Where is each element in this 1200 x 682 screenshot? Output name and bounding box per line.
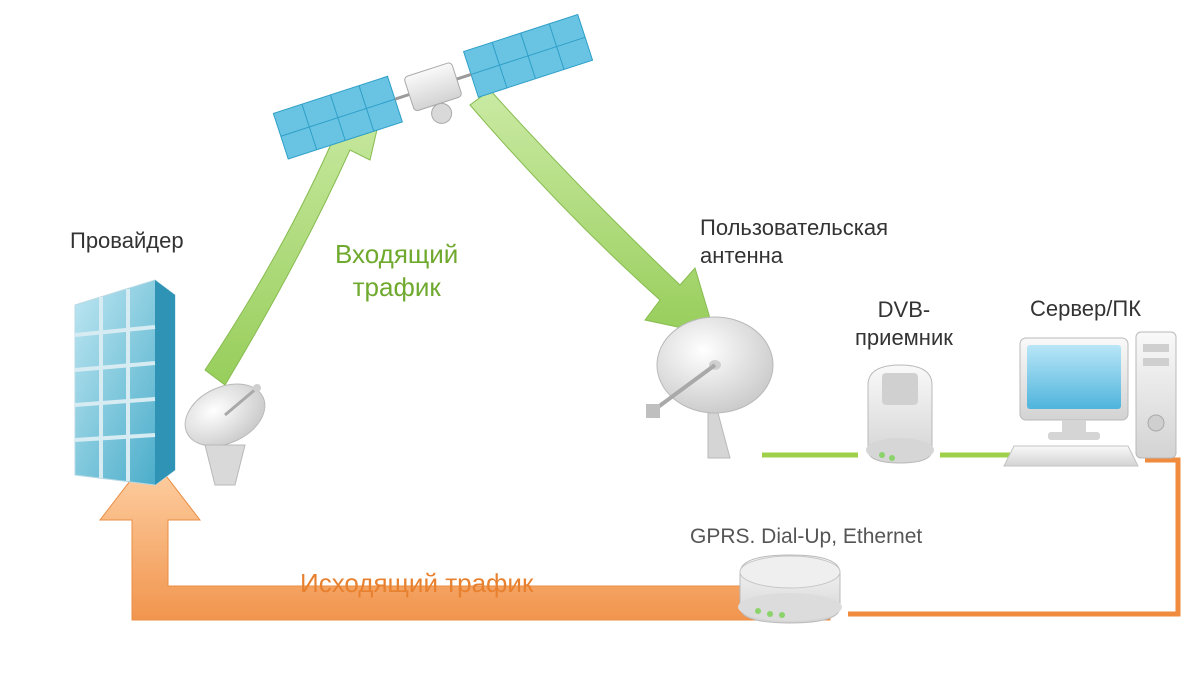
provider-building-icon xyxy=(75,280,175,485)
incoming-arrow-down xyxy=(470,90,715,335)
server-label: Сервер/ПК xyxy=(1030,296,1141,322)
incoming-traffic-label: Входящий трафик xyxy=(335,238,458,303)
diagram-stage: Провайдер Входящий трафик Пользовательск… xyxy=(0,0,1200,682)
user-antenna-label: Пользовательская антенна xyxy=(700,214,888,269)
user-antenna-icon xyxy=(646,317,773,458)
dvb-receiver-icon xyxy=(866,365,934,463)
provider-dish-icon xyxy=(175,372,275,485)
uplink-label: GPRS. Dial-Up, Ethernet xyxy=(690,525,922,549)
diagram-svg xyxy=(0,0,1200,682)
dvb-label: DVB- приемник xyxy=(855,296,953,351)
provider-label: Провайдер xyxy=(70,228,184,254)
outgoing-traffic-label: Исходящий трафик xyxy=(300,568,533,599)
server-pc-icon xyxy=(1004,332,1176,466)
uplink-modem-icon xyxy=(738,555,842,623)
satellite-icon xyxy=(273,15,596,173)
